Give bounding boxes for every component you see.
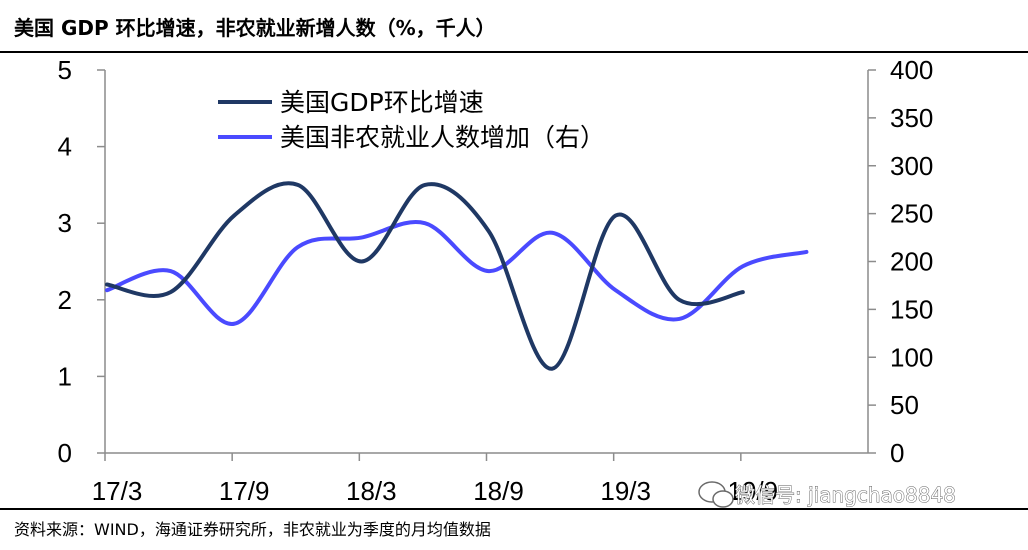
x-tick-label: 19/9 <box>728 476 779 506</box>
right-tick-label: 100 <box>890 342 933 372</box>
x-tick-label: 17/3 <box>92 476 143 506</box>
right-tick-label: 250 <box>890 199 933 229</box>
series-line-gdp <box>105 181 745 371</box>
source-note: 资料来源：WIND，海通证券研究所，非农就业为季度的月均值数据 <box>14 520 491 539</box>
x-tick-label: 18/3 <box>346 476 397 506</box>
left-tick-label: 2 <box>58 285 72 315</box>
left-axis: 0 1 2 3 4 5 <box>58 55 105 468</box>
wechat-bubble-small <box>712 490 734 508</box>
x-tick-label: 17/9 <box>219 476 270 506</box>
right-tick-label: 200 <box>890 247 933 277</box>
bottom-divider <box>0 508 1028 510</box>
watermark-text: 微信号: jiangchao8848 <box>735 483 956 507</box>
watermark: 微信号: jiangchao8848 <box>698 481 956 508</box>
wechat-icon <box>698 481 734 508</box>
legend-label: 美国非农就业人数增加（右） <box>280 123 605 152</box>
right-tick-label: 0 <box>890 438 904 468</box>
left-tick-label: 0 <box>58 438 72 468</box>
right-tick-label: 50 <box>890 390 919 420</box>
x-tick-label: 19/3 <box>600 476 651 506</box>
left-tick-label: 3 <box>58 208 72 238</box>
right-axis: 0 50 100 150 200 250 300 350 400 <box>868 55 933 468</box>
left-tick-label: 1 <box>58 361 72 391</box>
right-tick-label: 400 <box>890 55 933 85</box>
right-tick-label: 350 <box>890 103 933 133</box>
top-divider <box>0 51 1028 53</box>
series-layer <box>105 181 809 371</box>
x-axis: 17/3 17/9 18/3 18/9 19/3 19/9 <box>92 453 778 506</box>
right-tick-label: 300 <box>890 151 933 181</box>
series-line-nonfarm <box>105 220 809 326</box>
page-title: 美国 GDP 环比增速，非农就业新增人数（%，千人） <box>14 16 496 40</box>
left-tick-label: 5 <box>58 55 72 85</box>
legend-label: 美国GDP环比增速 <box>280 88 484 117</box>
chart: 0 1 2 3 4 5 0 50 100 150 200 250 300 350 400 17/3 17/9… <box>58 55 956 508</box>
left-tick-label: 4 <box>58 132 72 162</box>
x-tick-label: 18/9 <box>473 476 524 506</box>
right-tick-label: 150 <box>890 294 933 324</box>
